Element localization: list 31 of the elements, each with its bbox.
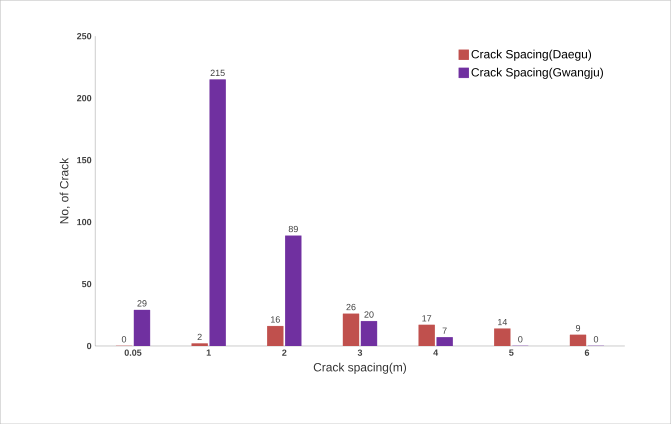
y-tick-label: 250	[76, 32, 92, 40]
legend-label: Crack Spacing(Gwangju)	[472, 68, 603, 79]
data-label: 0	[594, 336, 598, 342]
legend-label: Crack Spacing(Daegu)	[472, 50, 592, 61]
data-label: 215	[210, 70, 225, 76]
data-label: 0	[122, 336, 126, 342]
x-axis-title: Crack spacing(m)	[314, 362, 406, 374]
data-label: 29	[137, 300, 147, 306]
y-tick-label: 50	[82, 280, 92, 288]
data-label: 2	[198, 334, 202, 340]
data-label: 14	[498, 318, 508, 326]
x-tick-label: 2	[282, 349, 286, 356]
y-tick-label: 0	[87, 342, 92, 350]
x-tick-label: 3	[358, 349, 362, 356]
x-tick-label: 4	[433, 349, 438, 356]
data-label: 9	[576, 324, 580, 332]
data-label: 26	[346, 304, 356, 310]
data-label: 0	[518, 336, 522, 342]
x-tick-label: 6	[584, 349, 590, 356]
y-tick-label: 100	[77, 218, 92, 226]
y-tick-label: 150	[77, 156, 92, 164]
x-tick-label: 0.05	[124, 349, 142, 356]
data-label: 20	[364, 311, 374, 318]
data-label: 16	[271, 316, 280, 323]
data-label: 7	[442, 328, 447, 334]
x-tick-label: 5	[509, 349, 514, 356]
y-axis-title: No, of Crack	[60, 158, 70, 224]
data-label: 89	[288, 226, 298, 232]
data-label: 17	[422, 315, 432, 322]
x-tick-label: 1	[206, 349, 211, 356]
y-tick-label: 200	[76, 94, 92, 102]
